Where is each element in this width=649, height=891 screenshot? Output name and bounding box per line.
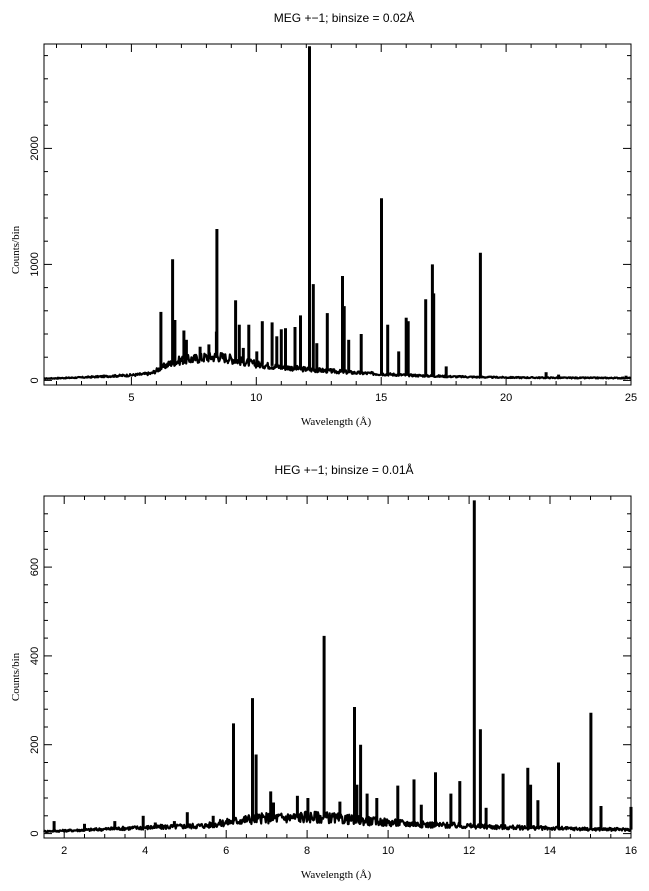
heg-x-tick-label: 4 bbox=[142, 845, 148, 857]
meg-spectrum-continuum bbox=[43, 351, 632, 380]
heg-y-tick-label: 200 bbox=[29, 736, 41, 754]
meg-x-tick-label: 15 bbox=[375, 392, 387, 404]
heg-y-axis-label: Counts/bin bbox=[10, 652, 22, 701]
meg-x-tick-label: 10 bbox=[250, 392, 262, 404]
meg-y-tick-label: 1000 bbox=[29, 252, 41, 276]
heg-panel: HEG +−1; binsize = 0.01Å Wavelength (Å) … bbox=[10, 462, 637, 881]
heg-y-tick-label: 600 bbox=[29, 558, 41, 576]
heg-y-tick-label: 400 bbox=[29, 647, 41, 665]
meg-chart-title: MEG +−1; binsize = 0.02Å bbox=[274, 10, 414, 25]
heg-x-tick-label: 16 bbox=[625, 845, 637, 857]
heg-x-tick-label: 10 bbox=[382, 845, 394, 857]
heg-x-tick-label: 6 bbox=[223, 845, 229, 857]
meg-y-tick-label: 2000 bbox=[29, 136, 41, 160]
heg-x-tick-label: 8 bbox=[304, 845, 310, 857]
meg-x-tick-label: 20 bbox=[500, 392, 512, 404]
heg-spectrum-continuum bbox=[43, 810, 632, 834]
meg-panel: MEG +−1; binsize = 0.02Å Wavelength (Å) … bbox=[10, 10, 637, 428]
heg-x-tick-label: 14 bbox=[544, 845, 556, 857]
heg-x-tick-label: 2 bbox=[61, 845, 67, 857]
heg-chart-title: HEG +−1; binsize = 0.01Å bbox=[274, 462, 413, 477]
heg-plot-frame bbox=[43, 495, 632, 839]
heg-x-axis-label: Wavelength (Å) bbox=[301, 869, 372, 881]
meg-y-axis-label: Counts/bin bbox=[10, 225, 22, 274]
heg-y-tick-label: 0 bbox=[29, 831, 41, 837]
heg-x-tick-label: 12 bbox=[463, 845, 475, 857]
meg-x-tick-label: 5 bbox=[128, 392, 134, 404]
meg-y-tick-label: 0 bbox=[29, 377, 41, 383]
meg-x-axis-label: Wavelength (Å) bbox=[301, 416, 372, 428]
meg-plot-frame bbox=[43, 43, 632, 386]
meg-x-tick-label: 25 bbox=[625, 392, 637, 404]
